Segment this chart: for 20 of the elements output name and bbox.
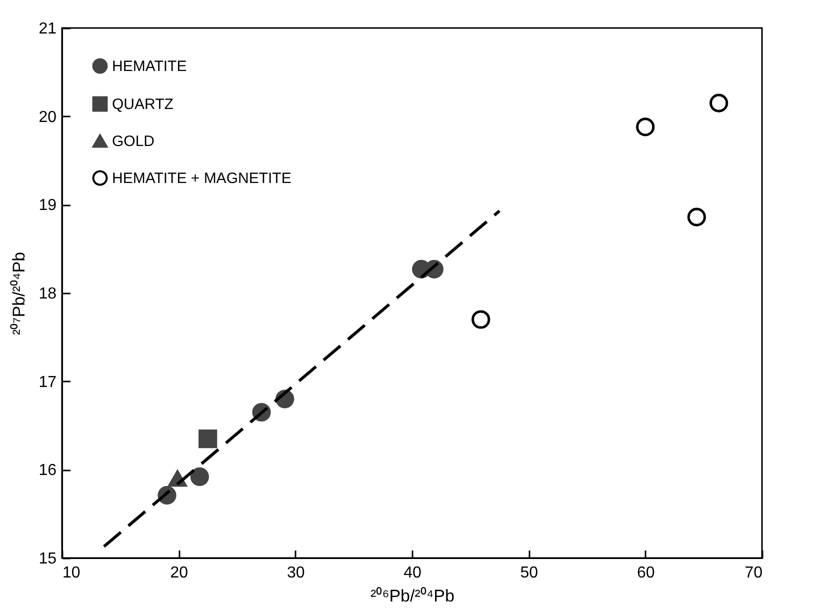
- x-tick-label: 60: [636, 564, 655, 582]
- y-tick-label: 15: [38, 550, 57, 568]
- x-tick-label: 50: [520, 564, 538, 582]
- legend-label: QUARTZ: [112, 96, 174, 113]
- y-tick-label: 21: [38, 20, 57, 38]
- x-tick-label: 30: [286, 564, 305, 582]
- legend-label: HEMATITE + MAGNETITE: [112, 170, 292, 187]
- x-tick-label: 20: [170, 564, 188, 582]
- y-tick-label: 17: [38, 374, 57, 391]
- y-tick-label: 19: [38, 197, 57, 214]
- x-tick-label: 70: [744, 564, 763, 582]
- x-axis-title: ²⁰⁶Pb/²⁰⁴Pb: [370, 586, 454, 606]
- y-tick-label: 18: [38, 286, 57, 302]
- x-tick-label: 40: [404, 564, 422, 582]
- y-tick-label: 20: [38, 108, 57, 126]
- legend-label: HEMATITE: [112, 58, 187, 75]
- y-axis-title: ²⁰⁷Pb/²⁰⁴Pb: [10, 252, 29, 336]
- x-tick-label: 10: [62, 564, 80, 582]
- y-tick-label: 16: [38, 462, 57, 480]
- legend-label: GOLD: [112, 133, 155, 150]
